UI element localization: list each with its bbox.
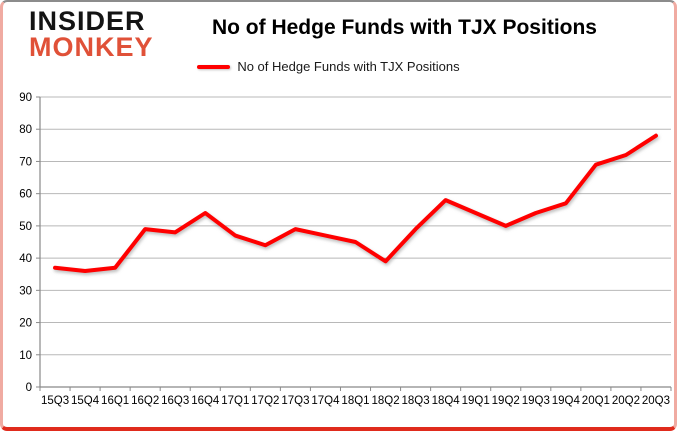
- legend: No of Hedge Funds with TJX Positions: [3, 59, 654, 74]
- x-axis-tick-label: 19Q2: [492, 395, 520, 407]
- x-axis-tick-label: 16Q4: [191, 395, 220, 407]
- line-chart: 0 10 20 30 40 50 60 70 80 90 15Q3 15Q4 16Q1 16Q2 16Q3 1…: [3, 80, 674, 425]
- legend-line-swatch: [197, 64, 231, 69]
- y-axis-tick-label: 0: [26, 382, 32, 394]
- x-axis-tick-label: 17Q4: [311, 395, 340, 407]
- x-axis-tick-label: 16Q2: [131, 395, 159, 407]
- x-axis-tick-label: 17Q3: [281, 395, 309, 407]
- x-axis-tick-label: 18Q4: [432, 395, 461, 407]
- y-axis-tick-label: 60: [19, 189, 32, 201]
- page-title: No of Hedge Funds with TJX Positions: [211, 16, 597, 39]
- logo-text-insider: INSIDER: [29, 6, 146, 36]
- logo-text-monkey: MONKEY: [29, 31, 154, 62]
- x-axis-tick-label: 17Q1: [221, 395, 249, 407]
- x-axis-tick-label: 17Q2: [251, 395, 279, 407]
- y-axis-tick-label: 30: [19, 285, 32, 297]
- x-axis-tick-label: 18Q2: [371, 395, 399, 407]
- y-axis-tick-label: 70: [19, 156, 32, 168]
- y-axis-tick-label: 10: [19, 350, 32, 362]
- x-axis-tick-label: 18Q3: [402, 395, 430, 407]
- x-axis-tick-label: 20Q3: [642, 395, 670, 407]
- series-line-hedge-funds: [53, 133, 658, 273]
- y-axis-tick-label: 20: [19, 318, 32, 330]
- x-axis-tick-label: 19Q1: [462, 395, 490, 407]
- x-axis-tick-label: 16Q1: [101, 395, 129, 407]
- x-axis-tick-label: 20Q2: [612, 395, 640, 407]
- y-axis-tick-label: 80: [19, 124, 32, 136]
- y-axis-tick-label: 40: [19, 253, 32, 265]
- x-axis-tick-label: 15Q3: [41, 395, 69, 407]
- x-axis-tick-label: 18Q1: [341, 395, 369, 407]
- x-axis-tick-label: 16Q3: [161, 395, 189, 407]
- x-axis-tick-label: 19Q4: [552, 395, 581, 407]
- legend-label: No of Hedge Funds with TJX Positions: [237, 59, 460, 74]
- y-axis-tick-label: 50: [19, 221, 32, 233]
- x-axis-tick-label: 20Q1: [582, 395, 610, 407]
- x-axis-tick-label: 15Q4: [71, 395, 100, 407]
- x-axis-tick-label: 19Q3: [522, 395, 550, 407]
- insider-monkey-logo: INSIDER MONKEY: [29, 6, 154, 62]
- y-axis-tick-label: 90: [19, 92, 32, 104]
